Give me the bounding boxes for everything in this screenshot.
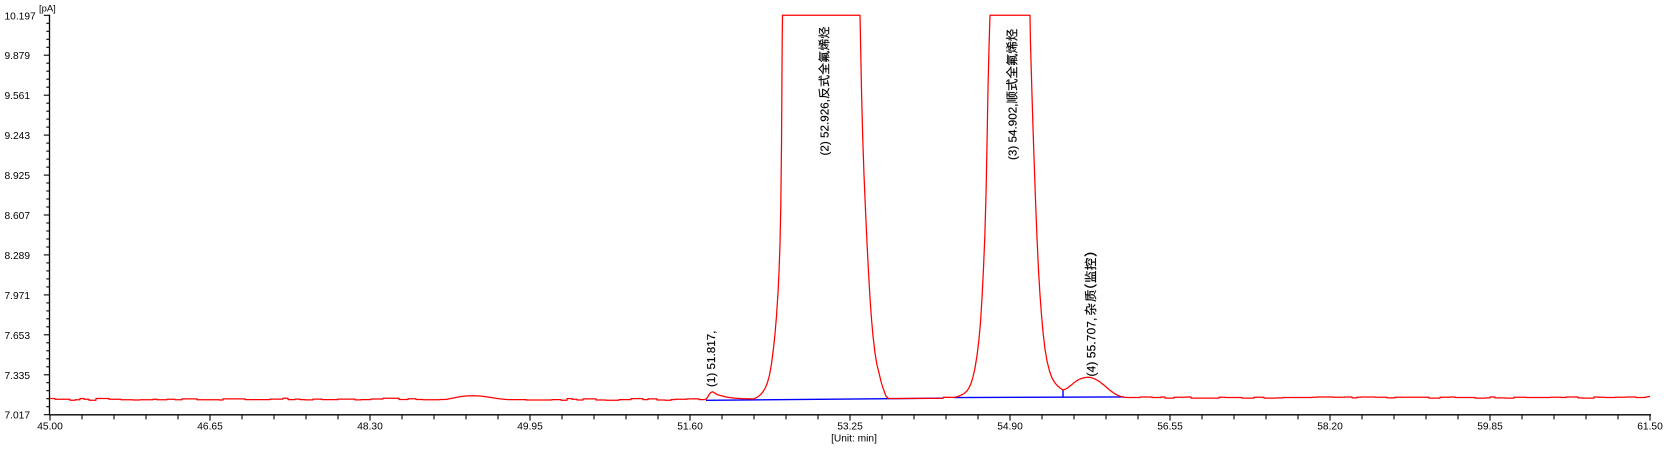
svg-text:7.971: 7.971: [5, 291, 31, 302]
svg-text:49.95: 49.95: [517, 422, 543, 433]
svg-text:[pA]: [pA]: [39, 3, 56, 14]
svg-text:56.55: 56.55: [1157, 422, 1183, 433]
svg-text:9.243: 9.243: [5, 131, 31, 142]
svg-text:10.197: 10.197: [5, 11, 36, 22]
svg-text:53.25: 53.25: [837, 422, 863, 433]
svg-text:61.50: 61.50: [1637, 422, 1663, 433]
svg-text:7.335: 7.335: [5, 371, 31, 382]
svg-text:8.925: 8.925: [5, 171, 31, 182]
svg-text:7.017: 7.017: [5, 411, 31, 422]
svg-text:46.65: 46.65: [197, 422, 223, 433]
svg-text:9.561: 9.561: [5, 91, 31, 102]
svg-text:[Unit: min]: [Unit: min]: [831, 434, 877, 445]
svg-text:58.20: 58.20: [1317, 422, 1343, 433]
svg-text:8.607: 8.607: [5, 211, 31, 222]
svg-text:51.60: 51.60: [677, 422, 703, 433]
svg-text:8.289: 8.289: [5, 251, 31, 262]
svg-text:9.879: 9.879: [5, 51, 31, 62]
svg-text:7.653: 7.653: [5, 331, 31, 342]
svg-text:59.85: 59.85: [1477, 422, 1503, 433]
svg-text:45.00: 45.00: [37, 422, 63, 433]
svg-text:48.30: 48.30: [357, 422, 383, 433]
svg-text:54.90: 54.90: [997, 422, 1023, 433]
